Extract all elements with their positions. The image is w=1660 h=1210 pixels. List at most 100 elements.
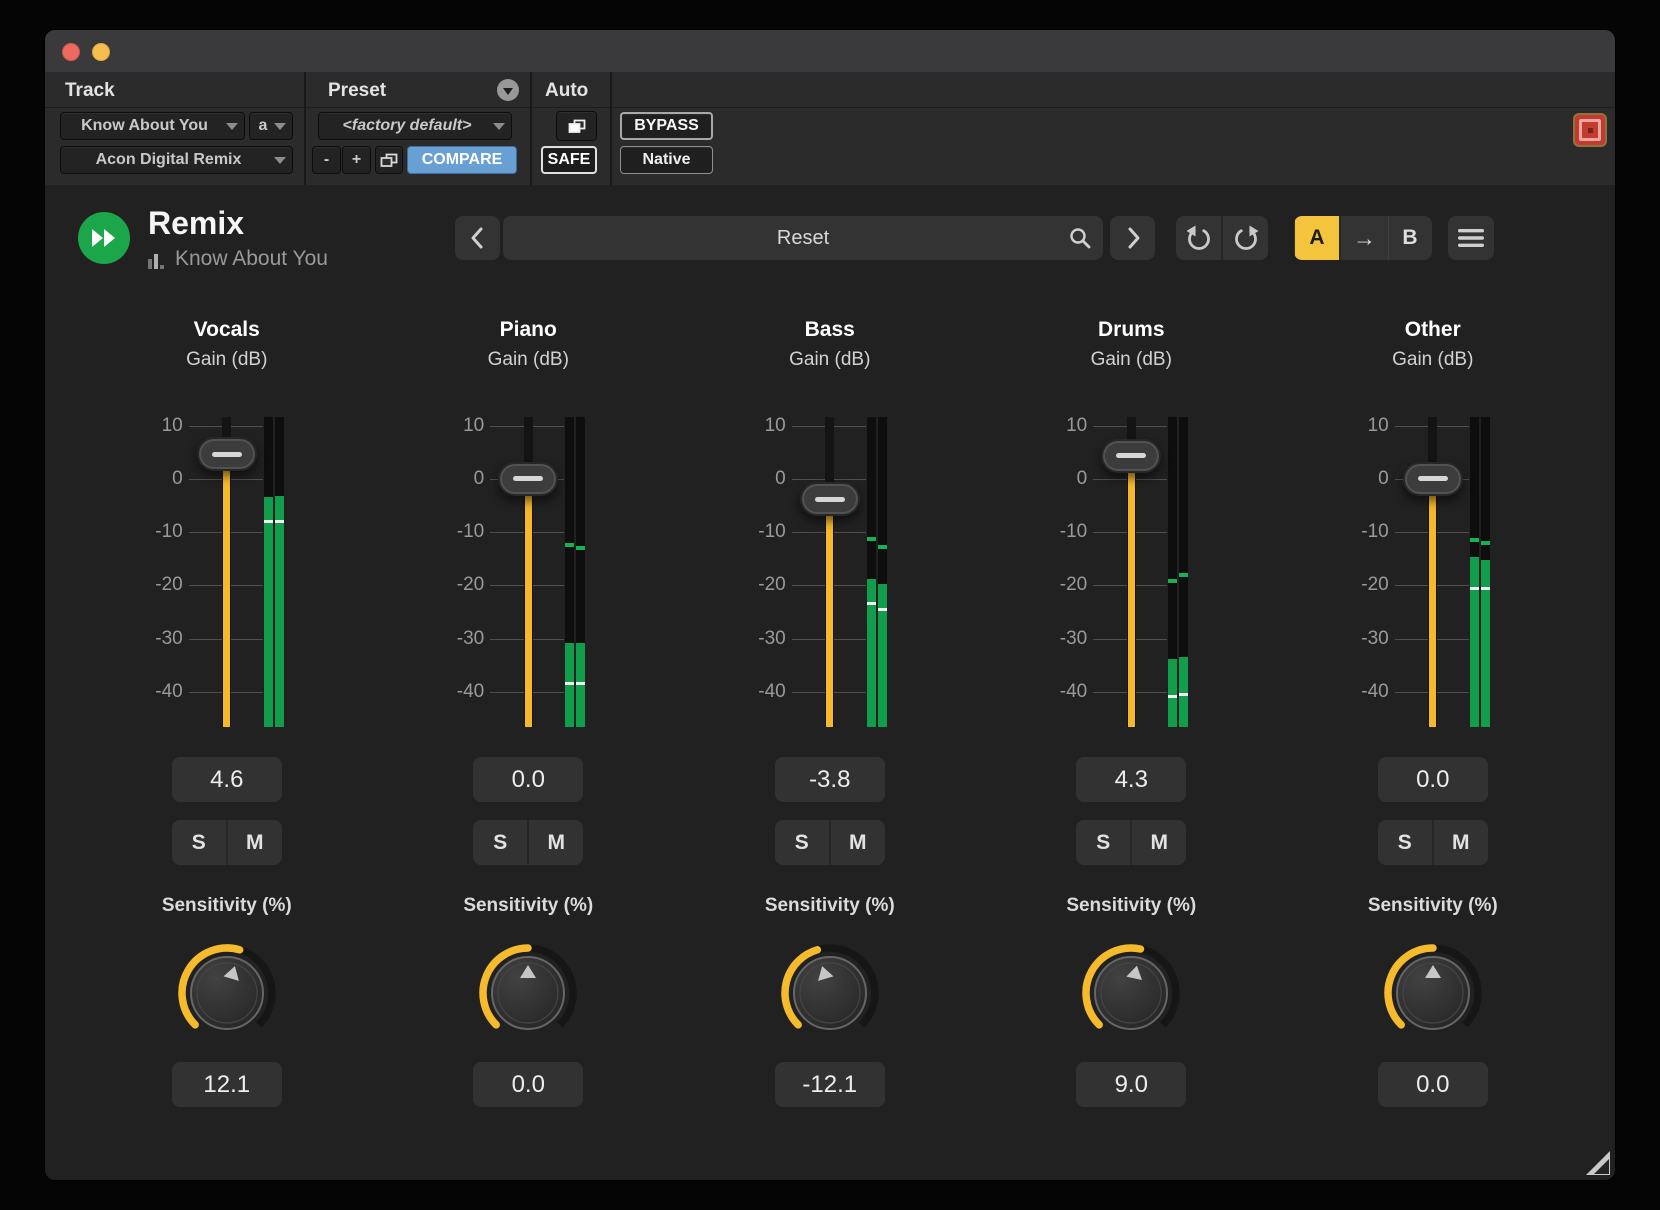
level-meter-right <box>1179 417 1189 727</box>
channel-name: Vocals <box>193 318 260 341</box>
meter-peak-hold <box>1168 578 1178 583</box>
sensitivity-value-box[interactable]: 9.0 <box>1076 1062 1187 1107</box>
copy-settings-button[interactable] <box>375 146 403 174</box>
minimize-button[interactable] <box>92 43 110 61</box>
mute-button[interactable]: M <box>849 831 867 854</box>
gain-fader-fill <box>1429 478 1437 727</box>
preset-menu-button[interactable] <box>497 79 519 101</box>
sensitivity-value-box[interactable]: 0.0 <box>473 1062 584 1107</box>
scale-tick-label: -10 <box>758 521 786 543</box>
automation-safe-button[interactable]: SAFE <box>541 146 597 174</box>
meter-avg-mark <box>1168 695 1178 699</box>
sensitivity-value-box[interactable]: 0.0 <box>1377 1062 1488 1107</box>
playlist-selector-dropdown[interactable]: a <box>249 112 293 140</box>
bypass-button[interactable]: BYPASS <box>620 112 713 140</box>
chevron-right-icon <box>1128 227 1139 249</box>
level-meter-left <box>866 417 876 727</box>
ab-a-button[interactable]: A <box>1295 216 1339 260</box>
gain-fader-fill <box>826 499 834 727</box>
scale-tick-label: -30 <box>1361 627 1389 649</box>
close-button[interactable] <box>62 43 80 61</box>
level-meter-right <box>1480 417 1490 727</box>
scale-tick-label: -10 <box>1059 521 1088 543</box>
gain-fader-thumb[interactable] <box>1101 438 1162 473</box>
gain-value-box[interactable]: 0.0 <box>473 757 584 802</box>
sensitivity-value-box[interactable]: 12.1 <box>171 1062 282 1107</box>
mute-button[interactable]: M <box>1150 831 1169 854</box>
gain-value-box[interactable]: 4.6 <box>171 757 282 802</box>
meter-avg-mark <box>576 682 586 686</box>
divider <box>225 820 228 865</box>
sensitivity-label: Sensitivity (%) <box>764 895 895 916</box>
sensitivity-value-box[interactable]: -12.1 <box>774 1062 885 1107</box>
track-section-label: Track <box>65 80 115 101</box>
meter-avg-mark <box>1179 692 1189 696</box>
gain-fader-area: -40 -30 -20 -10 0 10 <box>679 415 981 727</box>
sensitivity-knob[interactable] <box>770 933 890 1053</box>
plugin-window: Track Know About You a Acon Digital Remi… <box>45 30 1615 1180</box>
level-meter-left <box>263 417 273 727</box>
meter-avg-mark <box>1469 586 1479 590</box>
gain-fader-thumb[interactable] <box>498 461 559 496</box>
gain-fader-thumb[interactable] <box>196 437 257 472</box>
mute-button[interactable]: M <box>547 831 566 854</box>
ab-b-button[interactable]: B <box>1388 216 1431 260</box>
meter-peak-hold <box>1480 541 1490 546</box>
gain-value-box[interactable]: -3.8 <box>774 757 885 802</box>
ab-copy-arrow-button[interactable]: → <box>1339 216 1388 260</box>
divider <box>1130 820 1133 865</box>
sensitivity-knob[interactable] <box>167 933 287 1053</box>
resize-grip[interactable] <box>1585 1150 1611 1176</box>
undo-button[interactable] <box>1176 216 1221 260</box>
sensitivity-label: Sensitivity (%) <box>463 895 594 916</box>
level-meter-left <box>1168 417 1178 727</box>
solo-button[interactable]: S <box>1096 831 1111 854</box>
native-mode-button[interactable]: Native <box>620 146 713 174</box>
next-preset-button[interactable] <box>1110 216 1155 260</box>
plugin-selector-dropdown[interactable]: Acon Digital Remix <box>60 146 293 174</box>
divider <box>1221 216 1223 260</box>
search-icon[interactable] <box>1067 225 1093 257</box>
scale-tick-label: -30 <box>758 627 786 649</box>
preset-increment-button[interactable]: + <box>342 146 371 174</box>
preset-selector-dropdown[interactable]: <factory default> <box>318 112 512 140</box>
chevron-down-icon <box>274 157 286 164</box>
menu-button[interactable] <box>1448 216 1494 260</box>
solo-button[interactable]: S <box>1397 831 1412 854</box>
solo-button[interactable]: S <box>493 831 508 854</box>
divider <box>828 820 831 865</box>
scale-tick-label: -10 <box>456 521 485 543</box>
window-titlebar[interactable] <box>45 30 1615 73</box>
previous-preset-button[interactable] <box>455 216 500 260</box>
sensitivity-knob[interactable] <box>1071 933 1191 1053</box>
meter-peak-hold <box>565 542 575 547</box>
track-selector-dropdown[interactable]: Know About You <box>60 112 245 140</box>
gain-value-box[interactable]: 4.3 <box>1076 757 1187 802</box>
meter-avg-mark <box>274 520 284 524</box>
plugin-subtitle: Know About You <box>175 247 328 270</box>
solo-button[interactable]: S <box>191 831 206 854</box>
redo-button[interactable] <box>1223 216 1268 260</box>
compare-button[interactable]: COMPARE <box>407 146 517 174</box>
fader-thumb-grip <box>211 451 242 457</box>
gain-fader-thumb[interactable] <box>799 482 860 517</box>
preset-decrement-button[interactable]: - <box>312 146 341 174</box>
solo-mute-group: S M <box>774 820 885 865</box>
fader-thumb-grip <box>513 476 544 482</box>
preset-bar[interactable]: Reset <box>503 216 1103 260</box>
meter-fill <box>565 642 575 727</box>
mute-button[interactable]: M <box>1452 831 1470 854</box>
gain-fader-thumb[interactable] <box>1402 461 1463 496</box>
sensitivity-knob[interactable] <box>468 933 588 1053</box>
solo-mute-group: S M <box>171 820 282 865</box>
mute-button[interactable]: M <box>246 831 264 854</box>
solo-button[interactable]: S <box>794 831 809 854</box>
scale-tick-label: 0 <box>775 467 786 489</box>
track-name: Know About You <box>81 117 208 134</box>
sensitivity-knob[interactable] <box>1373 933 1493 1053</box>
chevron-down-icon <box>274 123 286 130</box>
scale-tick-label: 0 <box>1378 467 1389 489</box>
automation-enable-button[interactable] <box>556 111 597 141</box>
plugin-target-button[interactable] <box>1573 113 1607 147</box>
gain-value-box[interactable]: 0.0 <box>1377 757 1488 802</box>
